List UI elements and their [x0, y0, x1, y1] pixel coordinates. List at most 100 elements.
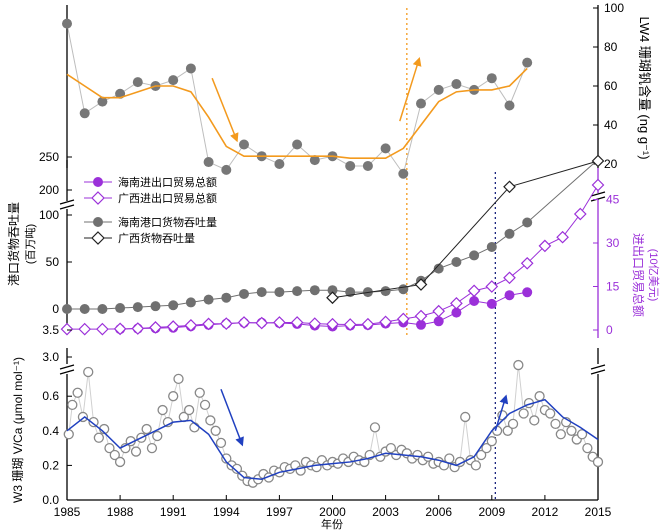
- top-y-tick-label: 40: [604, 118, 618, 132]
- x-tick-label: 2012: [532, 505, 559, 519]
- bottom-raw-point: [582, 442, 593, 454]
- point-guangxi-trade: [379, 315, 392, 329]
- top-smooth-line: [66, 67, 528, 159]
- point-hainan-trade: [504, 290, 515, 301]
- point-guangxi-trade: [131, 322, 145, 335]
- point-hainan-port: [433, 263, 444, 274]
- point-hainan-port: [239, 288, 249, 299]
- top-raw-point: [221, 164, 232, 175]
- series-line-guangxi-port: [332, 160, 599, 299]
- top-raw-point: [185, 63, 196, 74]
- point-hainan-port: [132, 302, 143, 313]
- bottom-raw-point: [173, 373, 184, 385]
- bottom-raw-point: [210, 425, 221, 436]
- x-tick-label: 2009: [478, 505, 505, 519]
- middle-right-axis-sublabel: (10亿美元): [647, 249, 660, 302]
- top-raw-point: [433, 84, 444, 95]
- point-guangxi-port: [414, 278, 428, 291]
- bottom-raw-point: [502, 425, 513, 436]
- bottom-raw-point: [114, 456, 126, 468]
- middle-left-tick-label: 0: [52, 302, 59, 316]
- legend-label: 广西进出口贸易总额: [118, 191, 217, 205]
- series-line-hainan-port: [67, 159, 599, 310]
- top-raw-point: [97, 96, 108, 107]
- bottom-break-tick-label: 3.5: [42, 323, 59, 337]
- point-hainan-port: [62, 304, 72, 314]
- bottom-y-axis-label: W3 珊瑚 V/Ca (μmol mol⁻¹): [10, 357, 25, 503]
- point-hainan-port: [221, 292, 232, 303]
- point-hainan-port: [327, 285, 338, 296]
- bottom-y-tick-label: 0.4: [42, 424, 59, 438]
- top-raw-point: [416, 98, 426, 109]
- bottom-raw-point: [231, 463, 243, 475]
- bottom-raw-point: [470, 460, 482, 471]
- top-y-tick-label: 100: [604, 1, 624, 15]
- point-guangxi-trade: [149, 321, 162, 334]
- trend-arrow-down: [220, 389, 244, 447]
- x-tick-label: 2006: [425, 505, 452, 519]
- point-guangxi-trade: [237, 316, 251, 329]
- bottom-raw-point: [385, 442, 397, 454]
- middle-right-tick-label: 45: [606, 193, 620, 207]
- bottom-raw-point: [221, 453, 232, 464]
- point-hainan-port: [292, 286, 303, 297]
- point-hainan-port: [185, 297, 196, 308]
- point-hainan-port: [168, 300, 179, 311]
- point-guangxi-trade: [290, 316, 304, 329]
- point-hainan-port: [203, 294, 214, 305]
- bottom-raw-point: [157, 404, 168, 416]
- x-tick-label: 1988: [107, 505, 134, 519]
- bottom-raw-point: [141, 423, 152, 435]
- top-raw-point: [398, 168, 409, 179]
- bottom-raw-point: [83, 366, 94, 378]
- top-raw-point: [504, 100, 515, 111]
- point-guangxi-trade: [485, 280, 499, 293]
- middle-left-tick-label: 100: [39, 208, 59, 222]
- axis-break-marks-bottom: [59, 364, 606, 375]
- bottom-raw-point: [199, 399, 211, 411]
- bottom-raw-point: [507, 418, 519, 430]
- point-guangxi-trade: [538, 239, 552, 253]
- point-hainan-port: [150, 301, 161, 312]
- point-guangxi-trade: [503, 271, 516, 285]
- point-hainan-trade: [433, 316, 444, 327]
- top-raw-point: [345, 160, 356, 171]
- x-tick-label: 2015: [585, 505, 612, 519]
- legend-item-hainan-trade: 海南进出口贸易总额: [84, 175, 217, 189]
- bottom-raw-point: [545, 408, 556, 419]
- trend-arrow-down: [211, 77, 239, 143]
- bottom-raw-point: [146, 442, 158, 454]
- bottom-raw-point: [592, 456, 604, 468]
- top-raw-point: [203, 157, 214, 168]
- point-guangxi-trade: [343, 318, 357, 331]
- bottom-raw-point: [534, 391, 545, 402]
- point-hainan-port: [256, 287, 267, 298]
- middle-panel: 200 250 0 50 100 0 15 30 45 港口货物吞吐量 (百万吨) 进出口贸易…: [6, 150, 660, 338]
- top-raw-point: [168, 75, 179, 86]
- bottom-raw-point: [72, 387, 83, 398]
- point-hainan-port: [486, 241, 497, 252]
- bottom-raw-point: [576, 429, 588, 440]
- bottom-raw-point: [555, 429, 566, 440]
- bottom-raw-point: [518, 408, 529, 419]
- point-guangxi-trade: [166, 320, 180, 333]
- bottom-raw-point: [189, 422, 200, 433]
- point-guangxi-trade: [591, 178, 605, 192]
- point-guangxi-port: [591, 154, 605, 168]
- top-raw-point: [522, 57, 533, 68]
- middle-left-tick-label: 50: [46, 255, 60, 269]
- point-hainan-trade: [522, 287, 533, 298]
- top-raw-point: [451, 79, 462, 90]
- point-guangxi-trade: [113, 322, 127, 336]
- middle-right-tick-label: 30: [606, 236, 620, 250]
- bottom-raw-point: [194, 387, 205, 398]
- point-hainan-port: [522, 217, 533, 228]
- x-tick-label: 2000: [319, 505, 346, 519]
- bottom-raw-point: [460, 411, 471, 423]
- bottom-raw-point: [529, 415, 540, 426]
- point-guangxi-trade: [60, 322, 74, 336]
- bottom-y-tick-label: 0.2: [42, 458, 59, 472]
- x-tick-label: 1985: [54, 505, 81, 519]
- middle-right-tick-label: 0: [606, 323, 613, 337]
